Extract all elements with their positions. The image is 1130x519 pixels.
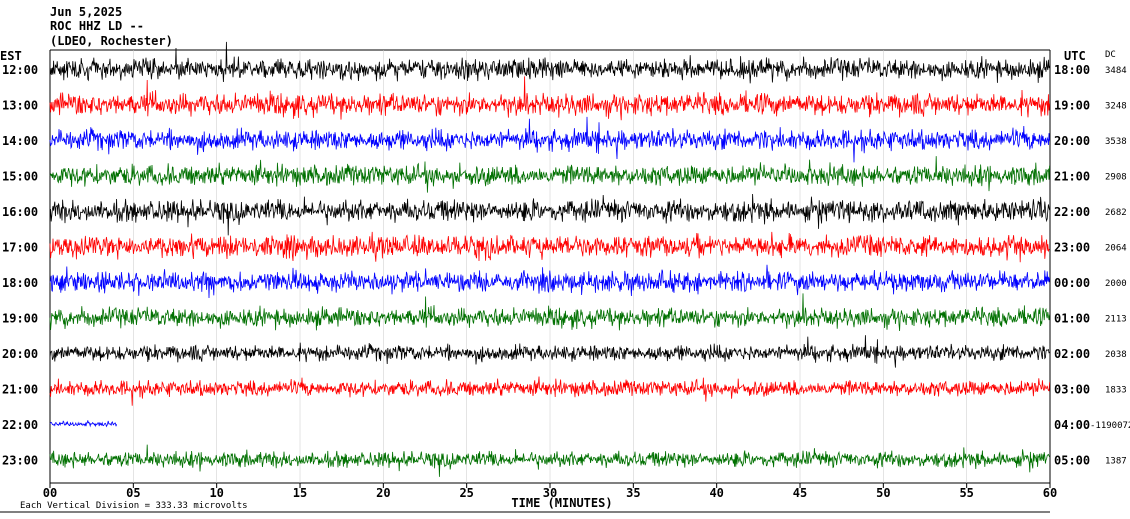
dc-offset-label: 1833	[1105, 386, 1127, 396]
est-hour-label: 15:00	[2, 170, 38, 184]
left-axis-label: EST	[0, 49, 22, 63]
dc-offset-label: 2000	[1105, 279, 1127, 289]
utc-hour-label: 05:00	[1054, 454, 1090, 468]
trace-1500	[49, 156, 1050, 193]
x-tick-label: 55	[959, 486, 973, 500]
x-tick-label: 25	[459, 486, 473, 500]
trace-1700	[49, 231, 1050, 263]
x-tick-label: 60	[1043, 486, 1057, 500]
dc-label: DC	[1105, 50, 1116, 60]
x-axis-ticks: 00 05 10 15 20 25 30 35 40 45 50 55 60	[43, 483, 1057, 500]
x-tick-label: 10	[209, 486, 223, 500]
est-hour-label: 12:00	[2, 63, 38, 77]
utc-hour-label: 20:00	[1054, 134, 1090, 148]
x-tick-label: 20	[376, 486, 390, 500]
x-tick-label: 15	[293, 486, 307, 500]
dc-offset-label: 2682	[1105, 208, 1127, 218]
utc-hour-label: 23:00	[1054, 241, 1090, 255]
x-tick-label: 35	[626, 486, 640, 500]
utc-hour-label: 22:00	[1054, 205, 1090, 219]
utc-hour-label: 02:00	[1054, 347, 1090, 361]
x-tick-label: 45	[793, 486, 807, 500]
x-tick-label: 40	[709, 486, 723, 500]
right-axis-label: UTC	[1064, 49, 1086, 63]
date-label: Jun 5,2025	[50, 5, 122, 19]
est-hour-label: 20:00	[2, 347, 38, 361]
x-tick-label: 00	[43, 486, 57, 500]
dc-offset-label: 1387	[1105, 457, 1127, 467]
x-tick-label: 05	[126, 486, 140, 500]
trace-1300	[49, 76, 1050, 121]
est-hour-label: 14:00	[2, 134, 38, 148]
x-axis-label: TIME (MINUTES)	[511, 496, 612, 510]
est-hour-label: 13:00	[2, 99, 38, 113]
trace-2100	[49, 376, 1050, 406]
trace-1800	[49, 264, 1050, 299]
utc-hour-label: 18:00	[1054, 63, 1090, 77]
trace-1200	[49, 41, 1050, 84]
trace-1400	[49, 116, 1050, 163]
seismogram-traces	[49, 41, 1050, 477]
scale-note: Each Vertical Division = 333.33 microvol…	[20, 501, 248, 511]
utc-hour-label: 21:00	[1054, 170, 1090, 184]
trace-1900	[49, 293, 1050, 332]
dc-offset-label: 3248	[1105, 102, 1127, 112]
dc-offset-label: 3484	[1105, 66, 1127, 76]
dc-offset-label: 2908	[1105, 173, 1127, 183]
dc-offset-label: -1190072	[1090, 421, 1130, 431]
dc-offset-label: 3538	[1105, 137, 1127, 147]
dc-offset-label: 2113	[1105, 315, 1127, 325]
est-hour-label: 23:00	[2, 454, 38, 468]
dc-offset-label: 2064	[1105, 244, 1127, 254]
x-tick-label: 50	[876, 486, 890, 500]
est-hour-label: 16:00	[2, 205, 38, 219]
est-hour-label: 18:00	[2, 276, 38, 290]
row-labels: 12:00 18:00 3484 13:00 19:00 3248 14:00 20:00 35…	[2, 63, 1130, 468]
station-label: ROC HHZ LD --	[50, 19, 144, 33]
est-hour-label: 21:00	[2, 383, 38, 397]
utc-hour-label: 01:00	[1054, 312, 1090, 326]
utc-hour-label: 19:00	[1054, 99, 1090, 113]
trace-2300	[49, 444, 1050, 477]
est-hour-label: 22:00	[2, 418, 38, 432]
utc-hour-label: 03:00	[1054, 383, 1090, 397]
trace-2000	[49, 335, 1050, 368]
network-label: (LDEO, Rochester)	[50, 34, 173, 48]
utc-hour-label: 04:00	[1054, 418, 1090, 432]
dc-offset-label: 2038	[1105, 350, 1127, 360]
est-hour-label: 19:00	[2, 312, 38, 326]
x-tick-label: 30	[543, 486, 557, 500]
trace-1600	[49, 193, 1050, 236]
est-hour-label: 17:00	[2, 241, 38, 255]
trace-2200	[49, 420, 117, 428]
utc-hour-label: 00:00	[1054, 276, 1090, 290]
